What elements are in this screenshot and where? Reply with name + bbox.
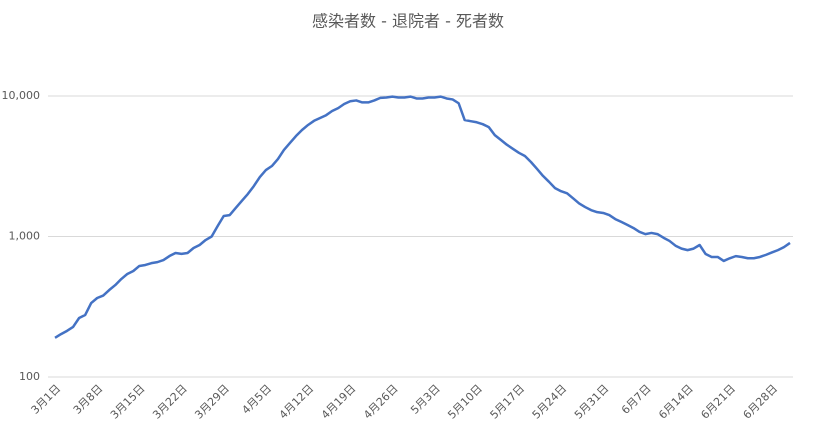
x-tick-label: 5月10日 [445, 382, 485, 422]
x-tick-label: 4月19日 [319, 382, 359, 422]
x-tick-label: 5月17日 [488, 382, 528, 422]
data-line [54, 95, 791, 339]
x-tick-label: 6月7日 [619, 382, 654, 417]
x-tick-label: 6月14日 [656, 382, 696, 422]
x-tick-label: 6月28日 [741, 382, 781, 422]
x-tick-label: 4月26日 [361, 382, 401, 422]
x-tick-label: 3月8日 [71, 382, 106, 417]
x-tick-label: 6月21日 [698, 382, 738, 422]
y-tick-label: 1,000 [9, 230, 41, 243]
chart-title: 感染者数 - 退院者 - 死者数 [312, 12, 504, 31]
x-tick-label: 4月5日 [239, 382, 274, 417]
x-tick-label: 3月15日 [108, 382, 148, 422]
x-tick-label: 5月24日 [530, 382, 570, 422]
x-tick-label: 4月12日 [277, 382, 317, 422]
x-tick-label: 3月29日 [192, 382, 232, 422]
x-tick-label: 3月1日 [29, 382, 64, 417]
x-tick-label: 5月31日 [572, 382, 612, 422]
y-tick-label: 10,000 [2, 89, 41, 102]
y-tick-label: 100 [19, 370, 40, 383]
x-tick-label: 5月3日 [408, 382, 443, 417]
x-tick-label: 3月22日 [150, 382, 190, 422]
